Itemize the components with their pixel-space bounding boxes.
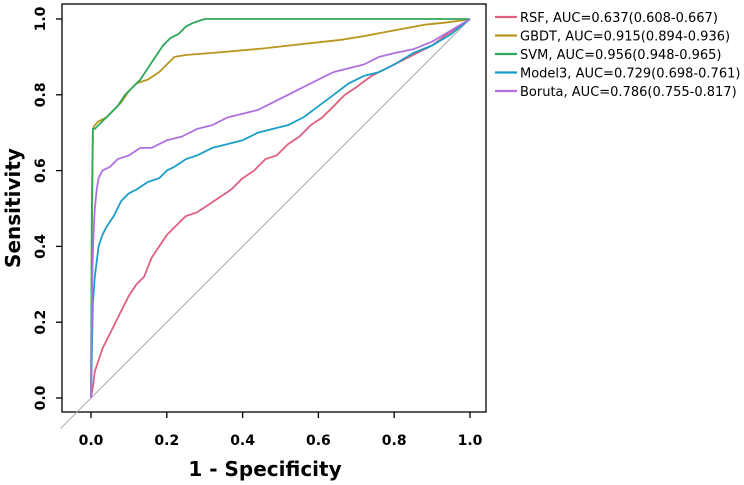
legend: RSF, AUC=0.637(0.608-0.667) GBDT, AUC=0.9… <box>495 11 740 100</box>
x-tick-label: 0.2 <box>154 433 179 449</box>
plot-frame <box>61 3 487 413</box>
y-tick-label: 0.4 <box>33 234 49 259</box>
roc-curve-model3 <box>90 18 471 399</box>
y-tick-label: 0.0 <box>33 385 49 410</box>
roc-curve-gbdt <box>90 18 471 399</box>
x-tick-label: 1.0 <box>458 433 483 449</box>
x-tick-label: 0.0 <box>79 433 104 449</box>
x-tick-label: 0.4 <box>230 433 255 449</box>
legend-label: GBDT, AUC=0.915(0.894-0.936) <box>520 30 730 45</box>
legend-label: RSF, AUC=0.637(0.608-0.667) <box>520 11 718 26</box>
roc-curve-boruta <box>90 18 471 399</box>
y-tick-label: 0.8 <box>33 82 49 107</box>
y-axis-title: Sensitivity <box>1 148 25 268</box>
y-axis-ticks: 0.0 0.2 0.4 0.6 0.8 1.0 <box>33 6 62 410</box>
roc-curve-svm <box>90 18 470 399</box>
x-tick-label: 0.8 <box>382 433 407 449</box>
y-tick-label: 1.0 <box>33 6 49 31</box>
legend-label: Model3, AUC=0.729(0.698-0.761) <box>520 67 740 82</box>
y-tick-label: 0.2 <box>33 310 49 335</box>
legend-label: Boruta, AUC=0.786(0.755-0.817) <box>520 85 737 100</box>
x-axis-title: 1 - Specificity <box>188 457 341 481</box>
legend-label: SVM, AUC=0.956(0.948-0.965) <box>520 48 722 63</box>
x-tick-label: 0.6 <box>306 433 331 449</box>
x-axis-ticks: 0.0 0.2 0.4 0.6 0.8 1.0 <box>79 412 483 449</box>
y-tick-label: 0.6 <box>33 158 49 183</box>
reference-diagonal <box>60 18 471 429</box>
roc-curves <box>90 18 471 399</box>
